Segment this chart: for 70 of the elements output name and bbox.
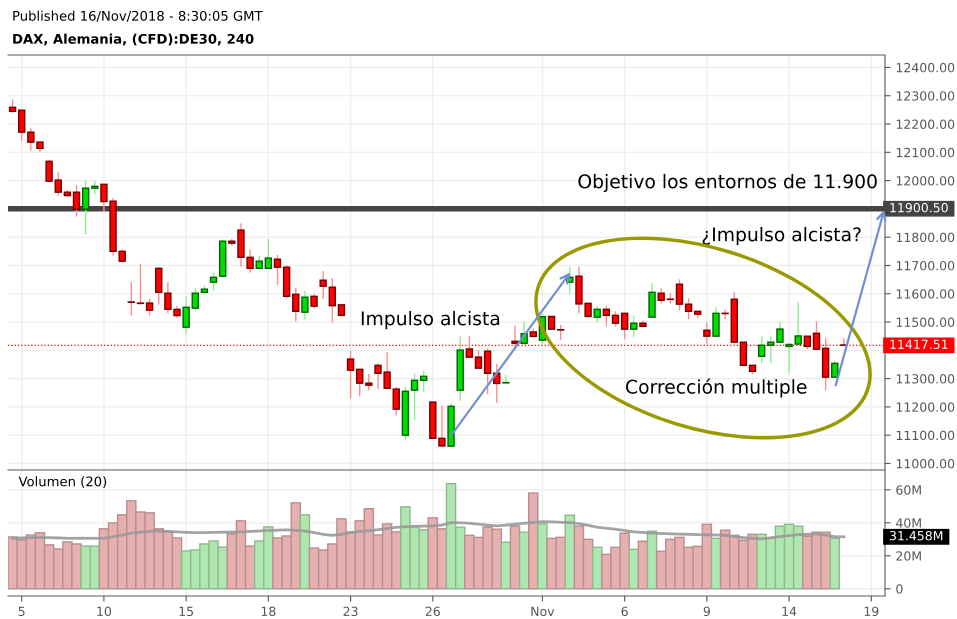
- y-tick-label: 11800.00: [896, 232, 954, 242]
- x-tick-label: 19: [864, 606, 878, 616]
- bar: [300, 514, 310, 590]
- x-tick-label: 10: [97, 606, 112, 616]
- annotation: Impulso alcista: [362, 310, 500, 330]
- x-tick-label: 18: [262, 606, 276, 616]
- x-tick-label: Nov: [531, 606, 554, 616]
- candlestick: [146, 298, 154, 316]
- candlestick: [630, 315, 638, 338]
- y-tick-label: 11100.00: [896, 430, 954, 440]
- bar: [500, 542, 512, 590]
- candlestick: [136, 263, 144, 306]
- y-tick-label: 60M: [896, 485, 921, 495]
- candlestick: [831, 360, 838, 378]
- x-tick-label: 5: [18, 606, 25, 616]
- annotation: Objetivo los entornos de 11.900: [578, 174, 877, 192]
- ref-line-label: 11417.51: [890, 340, 948, 350]
- candlestick: [420, 370, 428, 394]
- bar: [537, 523, 548, 590]
- x-tick-label: 6: [622, 606, 628, 616]
- text: 31.458M: [890, 530, 942, 540]
- y-tick-label: 12200.00: [896, 119, 954, 129]
- candlestick: [301, 290, 309, 320]
- candlestick: [410, 373, 418, 421]
- line-series: [11, 520, 846, 540]
- bar: [710, 538, 722, 590]
- candlestick: [173, 305, 181, 318]
- candlestick: [128, 281, 136, 316]
- candlestick: [246, 248, 254, 274]
- y-tick-label: 11300.00: [896, 374, 954, 384]
- chart-title: Volumen (20): [18, 476, 106, 488]
- x-tick-label: 9: [704, 606, 710, 616]
- bar: [638, 540, 648, 590]
- y-tick-label: 12300.00: [896, 91, 954, 101]
- candlestick: [36, 141, 44, 154]
- y-tick-label: 12000.00: [896, 176, 954, 186]
- y-tick-label: 20M: [896, 551, 921, 561]
- ref-line-label: 11900.50: [890, 202, 948, 212]
- bar: [829, 538, 840, 590]
- y-tick-label: 12100.00: [896, 148, 954, 158]
- y-tick-label: 40M: [896, 518, 921, 528]
- chart-subtitle: Published 16/Nov/2018 - 8:30:05 GMT: [13, 10, 263, 22]
- candlestick: [310, 294, 318, 309]
- candlestick: [274, 254, 282, 286]
- candlestick: [612, 310, 620, 328]
- chart-title: DAX, Alemania, (CFD):DE30, 240: [13, 34, 254, 46]
- x-tick-label: 23: [344, 606, 358, 616]
- annotation: Corrección multiple: [626, 378, 806, 398]
- y-tick-label: 11700.00: [896, 260, 954, 270]
- candlestick: [100, 184, 108, 212]
- candlestick: [374, 362, 382, 390]
- candlestick: [602, 305, 610, 328]
- y-tick-label: 11200.00: [896, 402, 954, 412]
- x-tick-label: 26: [426, 606, 440, 616]
- candlestick: [466, 335, 474, 358]
- candlestick: [594, 305, 601, 324]
- candlestick: [502, 374, 510, 384]
- annotation: ¿Impulso alcista?: [702, 226, 861, 246]
- candlestick: [712, 306, 720, 337]
- y-tick-label: 12400.00: [896, 62, 954, 72]
- candlestick: [620, 312, 628, 340]
- y-tick-label: 0: [896, 584, 903, 594]
- x-tick-label: 15: [180, 606, 193, 616]
- x-tick-label: 14: [782, 606, 796, 616]
- y-tick-label: 11000.00: [896, 458, 954, 468]
- candlestick: [584, 302, 592, 318]
- candlestick: [72, 184, 80, 218]
- y-tick-label: 11600.00: [896, 289, 954, 299]
- candlestick: [474, 349, 482, 369]
- y-tick-label: 11500.00: [896, 318, 954, 327]
